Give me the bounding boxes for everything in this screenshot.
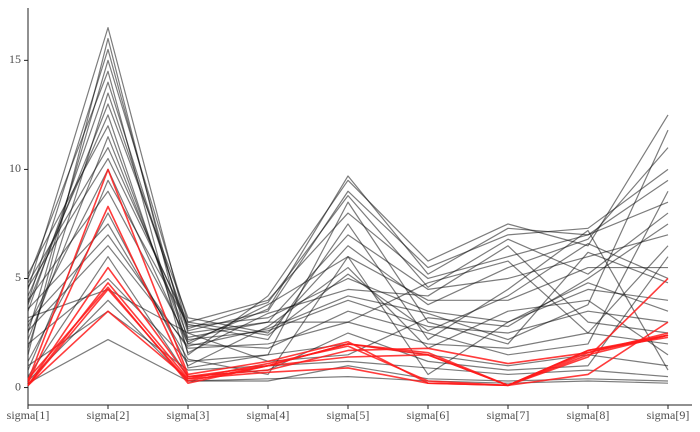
y-tick-label: 15 — [9, 52, 21, 66]
x-tick-label: sigma[1] — [7, 408, 50, 422]
series-line — [27, 114, 669, 354]
series-line — [27, 48, 669, 343]
x-tick-label: sigma[3] — [167, 408, 210, 422]
series-line — [27, 92, 669, 349]
series-line — [27, 338, 669, 384]
x-tick-label: sigma[2] — [87, 408, 130, 422]
x-tick-label: sigma[6] — [407, 408, 450, 422]
x-tick-label: sigma[4] — [247, 408, 290, 422]
series-line — [27, 205, 669, 387]
series-line — [27, 310, 669, 387]
x-tick-label: sigma[9] — [647, 408, 690, 422]
y-tick-label: 10 — [9, 161, 21, 175]
x-tick-label: sigma[7] — [487, 408, 530, 422]
series-line — [27, 179, 669, 371]
y-tick-label: 5 — [15, 270, 21, 284]
series-line — [27, 37, 669, 356]
series-line — [27, 299, 669, 382]
series-line — [27, 147, 669, 328]
series-line — [27, 168, 669, 356]
series-line — [27, 157, 669, 336]
series-line — [27, 190, 669, 341]
series-line — [27, 266, 669, 386]
series-line — [27, 103, 669, 334]
x-tick-label: sigma[5] — [327, 408, 370, 422]
y-tick-label: 0 — [15, 379, 21, 393]
series-line — [27, 81, 669, 334]
series-line — [27, 27, 669, 332]
x-tick-label: sigma[8] — [567, 408, 610, 422]
series-line — [27, 129, 669, 347]
series-line — [27, 286, 669, 387]
series-line — [27, 136, 669, 340]
series-line — [27, 310, 669, 378]
series-line — [27, 223, 669, 376]
series-line — [27, 168, 669, 387]
